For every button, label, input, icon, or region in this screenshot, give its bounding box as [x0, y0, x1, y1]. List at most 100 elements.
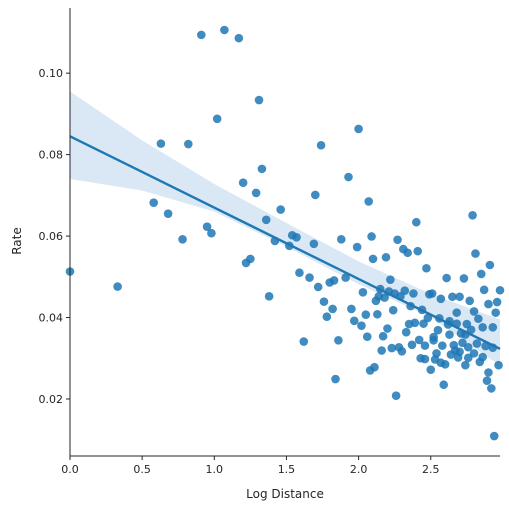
data-point: [439, 380, 449, 390]
data-point: [362, 332, 372, 341]
data-point: [352, 242, 362, 252]
data-point: [397, 347, 407, 356]
data-point: [331, 374, 340, 384]
data-point: [472, 339, 482, 348]
data-point: [380, 293, 389, 302]
data-point: [238, 178, 248, 188]
x-tick-label: 0.0: [61, 463, 79, 476]
data-point: [386, 275, 395, 284]
data-point: [367, 232, 376, 241]
data-point: [471, 249, 480, 258]
data-point: [393, 235, 402, 245]
x-tick-label: 2.5: [422, 463, 440, 476]
data-point: [485, 260, 495, 270]
data-point: [373, 309, 382, 319]
data-point: [463, 353, 473, 363]
data-point: [295, 268, 304, 278]
data-point: [436, 294, 446, 304]
data-point: [212, 114, 222, 124]
data-point: [469, 349, 479, 358]
data-point: [410, 318, 420, 328]
data-point: [361, 310, 371, 319]
data-point: [426, 365, 436, 374]
data-point: [455, 292, 464, 302]
confidence-band: [70, 91, 500, 366]
data-point: [364, 197, 373, 206]
data-point: [422, 263, 431, 273]
data-point: [246, 254, 255, 264]
data-point: [487, 384, 496, 393]
x-tick-label: 0.5: [133, 463, 151, 476]
data-point: [113, 282, 122, 291]
data-point: [387, 343, 397, 353]
data-point: [341, 273, 350, 282]
data-point: [184, 139, 193, 149]
data-point: [476, 269, 486, 279]
data-point: [482, 376, 492, 385]
data-point: [254, 95, 264, 105]
y-tick-label: 0.02: [39, 393, 64, 406]
data-point: [474, 314, 483, 324]
data-point: [488, 323, 498, 332]
data-point: [388, 305, 398, 315]
y-tick-label: 0.06: [39, 230, 64, 243]
data-point: [377, 346, 386, 355]
data-point: [378, 331, 388, 341]
data-point: [494, 360, 503, 370]
data-point: [336, 235, 346, 244]
data-point: [445, 330, 454, 339]
data-point: [478, 323, 487, 332]
data-point: [478, 352, 487, 362]
data-points: [65, 25, 505, 441]
data-point: [202, 222, 212, 232]
data-point: [423, 313, 433, 323]
data-point: [344, 172, 353, 182]
data-point: [383, 324, 392, 333]
data-point: [484, 299, 493, 309]
data-point: [413, 246, 423, 256]
data-point: [461, 360, 470, 370]
data-point: [319, 297, 329, 306]
data-point: [220, 25, 229, 35]
data-point: [329, 276, 339, 285]
y-ticks: 0.02 0.04 0.06 0.08 0.10: [39, 67, 70, 406]
data-point: [458, 338, 467, 348]
data-point: [178, 235, 187, 244]
data-point: [492, 297, 502, 307]
y-tick-label: 0.10: [39, 67, 64, 80]
data-point: [401, 327, 411, 337]
data-point: [316, 140, 326, 150]
data-point: [479, 285, 489, 295]
data-point: [489, 431, 499, 441]
data-point: [349, 316, 359, 326]
data-point: [452, 308, 462, 317]
data-point: [459, 274, 469, 283]
data-point: [400, 286, 410, 295]
data-point: [207, 228, 216, 238]
data-point: [433, 325, 443, 335]
data-point: [234, 33, 244, 43]
y-tick-label: 0.08: [39, 149, 64, 162]
data-point: [420, 341, 430, 350]
x-tick-label: 1.0: [206, 463, 224, 476]
data-point: [427, 289, 437, 298]
data-point: [368, 254, 378, 264]
data-point: [313, 282, 323, 292]
data-point: [463, 342, 473, 352]
data-point: [465, 296, 475, 306]
data-point: [354, 124, 363, 134]
data-point: [429, 336, 438, 345]
data-point: [347, 304, 356, 314]
data-point: [149, 198, 158, 207]
data-point: [409, 289, 418, 298]
regression-line: [69, 135, 501, 350]
y-axis-label: Rate: [10, 227, 24, 255]
data-point: [420, 354, 430, 364]
data-point: [257, 164, 267, 174]
data-point: [455, 347, 464, 357]
x-axis-label: Log Distance: [246, 487, 324, 501]
data-point: [357, 321, 366, 330]
data-point: [437, 341, 447, 350]
data-point: [276, 205, 285, 214]
